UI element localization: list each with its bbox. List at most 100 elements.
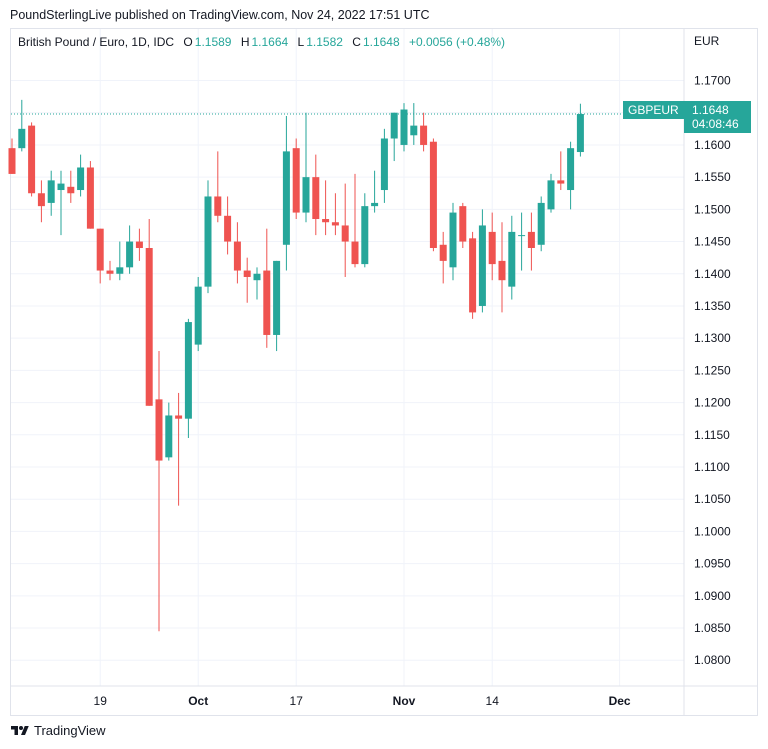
candle (341, 183, 349, 277)
legend-change: +0.0056 (+0.48%) (408, 35, 506, 49)
y-tick-label: 1.0900 (694, 589, 731, 603)
candle-body (312, 177, 320, 220)
candle (57, 170, 65, 236)
candle (361, 193, 369, 268)
candle-body (547, 180, 555, 210)
candle (557, 151, 565, 191)
y-tick-label: 1.1050 (694, 492, 731, 506)
y-tick-label: 1.1100 (694, 460, 730, 474)
candle-body (410, 125, 418, 136)
candle (498, 222, 506, 313)
candle-body (390, 112, 398, 139)
last-price-tag: 1.1648 04:08:46 (684, 101, 751, 133)
symbol-price-tag: GBPEUR (623, 101, 684, 119)
candle-body (253, 273, 261, 281)
candle (547, 173, 555, 213)
candle (567, 141, 575, 210)
candle-body (518, 235, 526, 237)
candle-body (175, 415, 183, 419)
y-tick-label: 1.0850 (694, 621, 731, 635)
y-tick-label: 1.1400 (694, 267, 731, 281)
candle (537, 196, 545, 252)
candle-body (557, 180, 565, 184)
candle (28, 122, 36, 197)
candle-body (459, 206, 467, 242)
candle-body (292, 148, 300, 213)
candle-body (37, 193, 45, 207)
candle-body (449, 212, 457, 268)
candle (37, 180, 45, 223)
candle-body (47, 180, 55, 203)
candle-body (194, 286, 202, 345)
candle-body (28, 125, 36, 194)
y-tick-label: 1.1000 (694, 524, 731, 538)
y-tick-label: 1.1200 (694, 396, 731, 410)
candle (155, 351, 163, 632)
candle-body (322, 219, 330, 223)
candle-body (498, 260, 506, 281)
candle-body (77, 167, 85, 191)
candle (282, 115, 290, 271)
y-tick-label: 1.1600 (694, 138, 731, 152)
candle-body (204, 196, 212, 287)
candle (175, 392, 183, 506)
candle (380, 128, 388, 203)
candle (576, 103, 584, 157)
candle (312, 154, 320, 236)
footer-brand[interactable]: TradingView (10, 723, 106, 738)
candle-body (233, 241, 241, 271)
candle (371, 170, 379, 213)
candle-body (429, 141, 437, 248)
candle (420, 112, 428, 152)
candle-body (469, 238, 477, 313)
candle (273, 260, 281, 352)
candle-body (488, 231, 496, 265)
candle-body (371, 202, 379, 207)
x-tick-label: Dec (609, 694, 631, 708)
legend-symbol: British Pound / Euro, 1D, IDC (18, 35, 175, 49)
x-tick-label: Oct (188, 694, 208, 708)
legend-open-value: 1.1589 (194, 35, 232, 49)
chart-frame (10, 28, 758, 716)
candle (135, 228, 143, 261)
y-tick-label: 1.1450 (694, 235, 731, 249)
candle (449, 202, 457, 281)
candle (292, 138, 300, 220)
candle-body (282, 151, 290, 245)
y-tick-label: 1.0950 (694, 557, 731, 571)
candle (331, 193, 339, 236)
candle (400, 103, 408, 152)
candle-body (341, 225, 349, 242)
candle (67, 170, 75, 203)
legend-close-value: 1.1648 (362, 35, 400, 49)
x-tick-label: 19 (94, 694, 108, 708)
y-tick-label: 1.1500 (694, 202, 731, 216)
candle-body (126, 241, 134, 268)
candle-body (576, 114, 584, 153)
candle-body (116, 267, 124, 274)
candle-body (86, 167, 94, 229)
publisher-line: PoundSterlingLive published on TradingVi… (10, 8, 430, 22)
y-tick-label: 1.1700 (694, 74, 731, 88)
footer-brand-text: TradingView (34, 723, 106, 738)
currency-label: EUR (694, 34, 720, 48)
legend-low-label: L (297, 35, 305, 49)
candle (243, 257, 251, 303)
candle (8, 138, 16, 174)
candle (488, 212, 496, 281)
candle-body (135, 241, 143, 248)
legend-close-label: C (352, 35, 361, 49)
candle (390, 112, 398, 162)
candle (439, 231, 447, 284)
candle (469, 231, 477, 319)
candle (508, 215, 516, 300)
candle (478, 209, 486, 313)
candle (96, 228, 104, 284)
candle (214, 151, 222, 223)
candle (77, 154, 85, 197)
last-price-value: 1.1648 (692, 103, 729, 117)
candle (459, 202, 467, 248)
candle-body (67, 186, 75, 194)
candle (184, 318, 192, 439)
